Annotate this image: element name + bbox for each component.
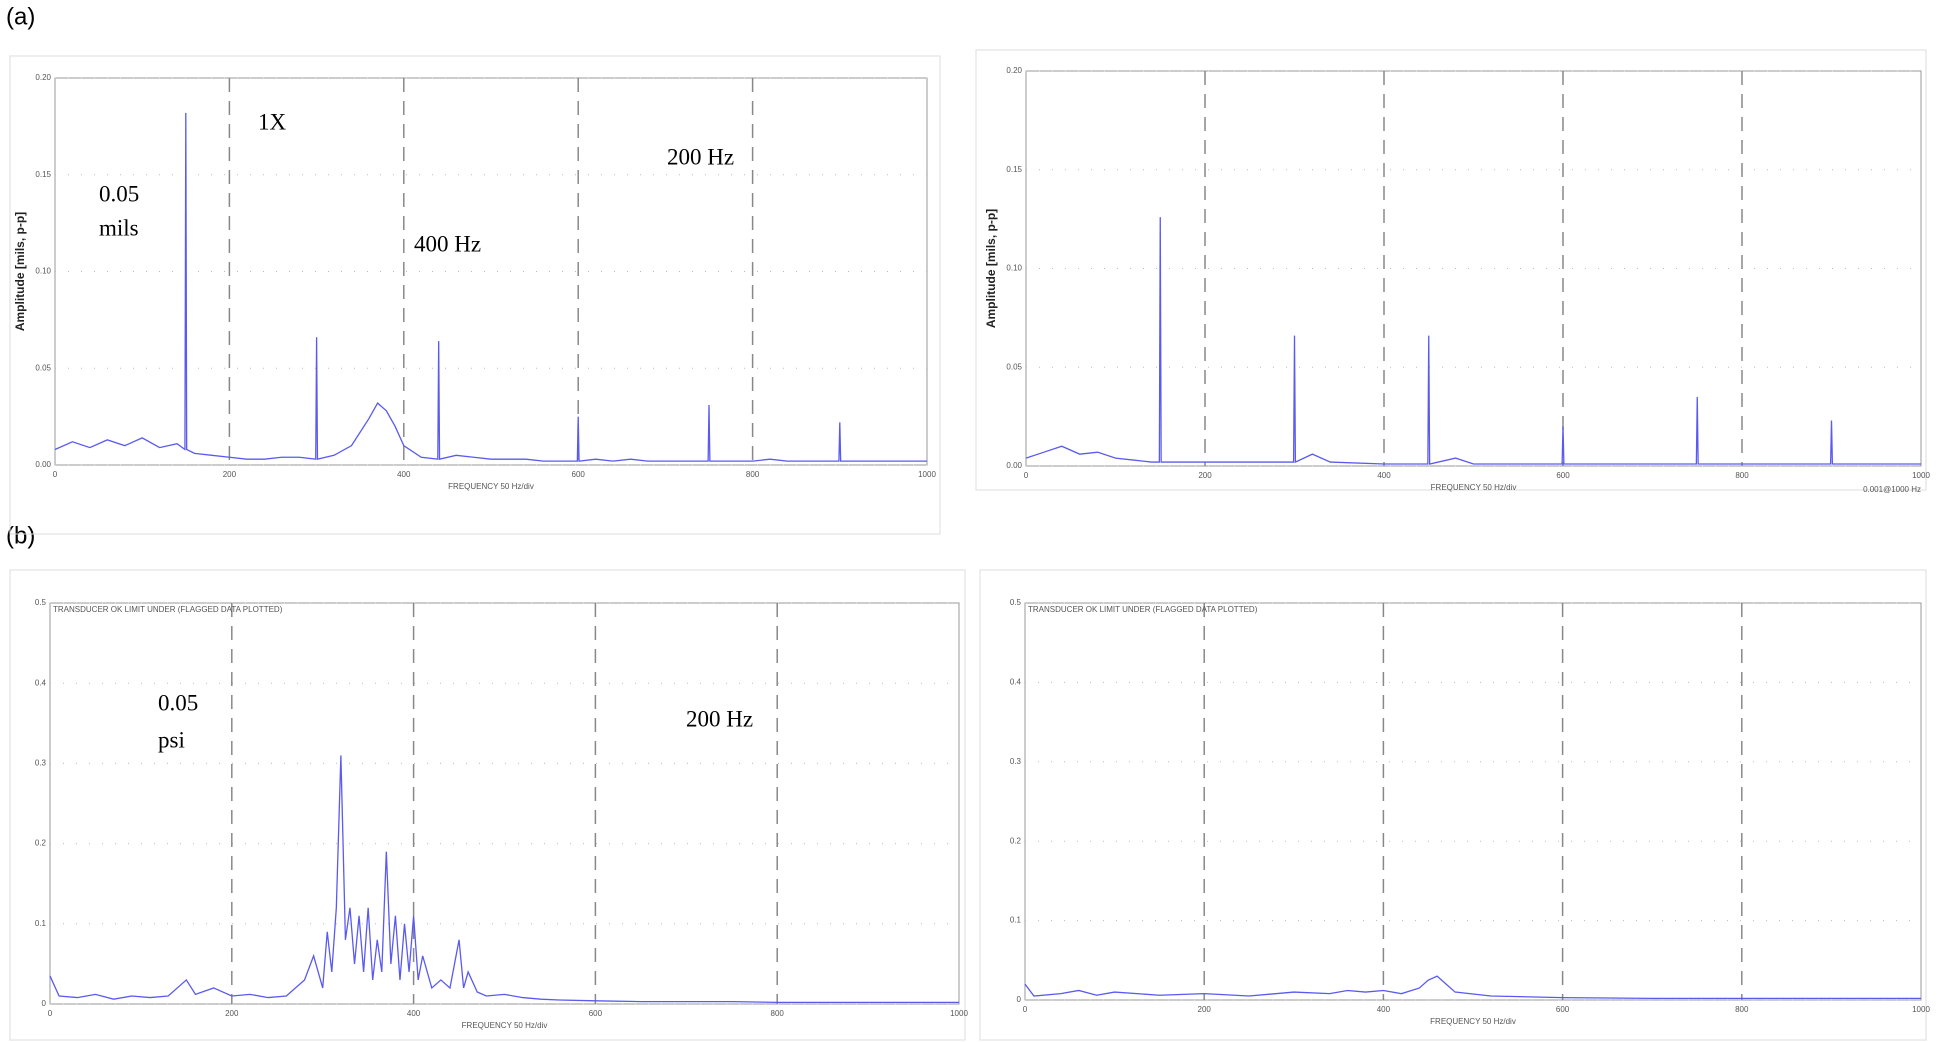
y-tick-label: 0.5	[1010, 598, 1022, 607]
spectrum-line	[1024, 975, 1921, 1000]
x-tick-label: 1000	[1912, 1005, 1930, 1014]
y-tick-label: 0.3	[1010, 757, 1022, 766]
annotation: 0.05	[99, 181, 139, 206]
x-tick-label: 800	[771, 1009, 785, 1018]
panel-frame	[9, 55, 941, 535]
x-tick-label: 600	[1556, 1005, 1570, 1014]
annotation: 0.05	[158, 690, 198, 715]
y-tick-label: 0.2	[35, 839, 47, 848]
x-axis-label: FREQUENCY 50 Hz/div	[448, 482, 534, 491]
annotation: 1X	[258, 109, 287, 134]
y-axis-label: Amplitude [mils, p-p]	[984, 209, 998, 328]
x-tick-label: 1000	[918, 470, 936, 479]
y-tick-label: 0.1	[35, 919, 47, 928]
y-axis-label: Amplitude [mils, p-p]	[13, 212, 27, 331]
y-tick-label: 0.3	[35, 759, 47, 768]
x-axis-label: FREQUENCY 50 Hz/div	[1431, 483, 1517, 492]
x-tick-label: 800	[1735, 471, 1749, 480]
header: TRANSDUCER OK LIMIT UNDER (FLAGGED DATA …	[53, 605, 283, 614]
y-tick-label: 0.00	[1006, 461, 1022, 470]
x-tick-label: 1000	[1912, 471, 1930, 480]
x-tick-label: 400	[407, 1009, 421, 1018]
x-tick-label: 400	[1377, 471, 1391, 480]
y-tick-label: 0.10	[35, 267, 51, 276]
x-tick-label: 400	[397, 470, 411, 479]
spectrum-line	[49, 755, 959, 1004]
x-tick-label: 0	[53, 470, 58, 479]
x-tick-label: 200	[225, 1009, 239, 1018]
x-axis-label: FREQUENCY 50 Hz/div	[462, 1021, 548, 1030]
plot-area	[49, 602, 960, 1005]
y-tick-label: 0.10	[1006, 264, 1022, 273]
y-tick-label: 0.5	[35, 598, 47, 607]
x-tick-label: 400	[1377, 1005, 1391, 1014]
spectrum-line	[1025, 217, 1921, 465]
panel-frame	[9, 569, 966, 1041]
y-tick-label: 0	[42, 999, 47, 1008]
panel-frame	[975, 49, 1927, 491]
y-tick-label: 0.4	[35, 678, 47, 687]
x-tick-label: 200	[1198, 1005, 1212, 1014]
x-tick-label: 600	[589, 1009, 603, 1018]
panel-frame	[979, 569, 1927, 1041]
panel-label: (a)	[6, 3, 35, 30]
y-tick-label: 0.20	[1006, 66, 1022, 75]
y-tick-label: 0.15	[1006, 165, 1022, 174]
x-tick-label: 600	[1556, 471, 1570, 480]
annotation: psi	[158, 727, 185, 752]
y-tick-label: 0.05	[1006, 362, 1022, 371]
x-tick-label: 800	[1735, 1005, 1749, 1014]
plot-area	[54, 77, 928, 466]
x-tick-label: 0	[1023, 1005, 1028, 1014]
y-tick-label: 0.20	[35, 73, 51, 82]
x-tick-label: 200	[1198, 471, 1212, 480]
x-tick-label: 600	[572, 470, 586, 479]
y-tick-label: 0.05	[35, 363, 51, 372]
annotation: 400 Hz	[414, 231, 481, 256]
x-tick-label: 1000	[950, 1009, 968, 1018]
y-tick-label: 0	[1017, 995, 1022, 1004]
plot-area	[1024, 602, 1922, 1001]
y-tick-label: 0.4	[1010, 678, 1022, 687]
note: 0.001@1000 Hz	[1863, 485, 1921, 494]
header: TRANSDUCER OK LIMIT UNDER (FLAGGED DATA …	[1028, 605, 1258, 614]
x-tick-label: 0	[48, 1009, 53, 1018]
y-tick-label: 0.00	[35, 460, 51, 469]
x-tick-label: 800	[746, 470, 760, 479]
x-tick-label: 200	[223, 470, 237, 479]
y-tick-label: 0.2	[1010, 836, 1022, 845]
x-tick-label: 0	[1024, 471, 1029, 480]
y-tick-label: 0.15	[35, 170, 51, 179]
annotation: 200 Hz	[686, 706, 753, 731]
annotation: 200 Hz	[667, 144, 734, 169]
x-axis-label: FREQUENCY 50 Hz/div	[1430, 1017, 1516, 1026]
annotation: mils	[99, 215, 139, 240]
spectrum-line	[54, 112, 927, 462]
panel-label: (b)	[6, 522, 35, 549]
y-tick-label: 0.1	[1010, 916, 1022, 925]
